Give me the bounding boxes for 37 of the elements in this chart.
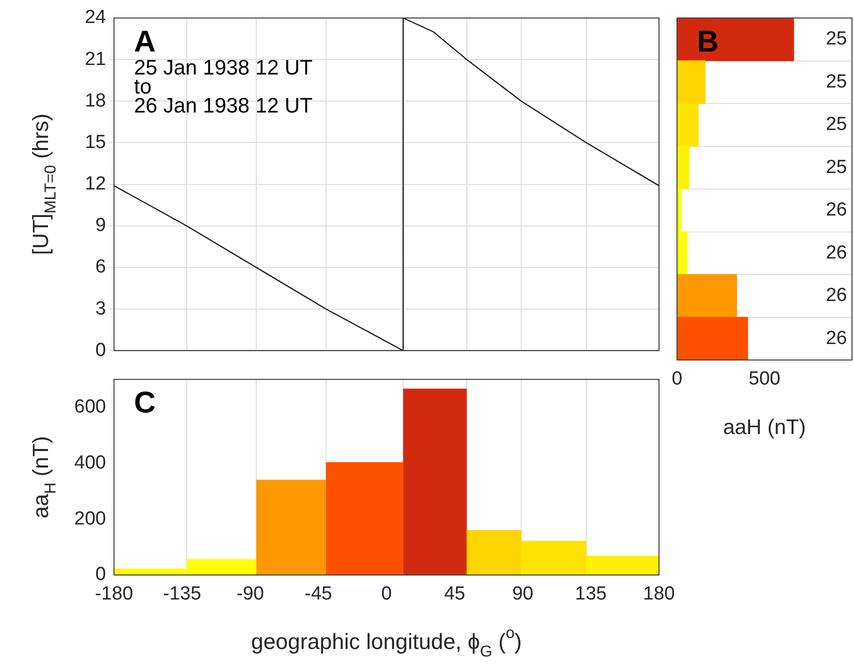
y-tick-label: 600 xyxy=(74,396,106,418)
y-tick-label: 200 xyxy=(74,508,106,530)
y-tick-label: 15 xyxy=(84,132,106,153)
y-tick-label: 26 xyxy=(826,285,847,306)
x-tick-label: 500 xyxy=(748,368,780,390)
y-tick-label: 0 xyxy=(95,340,106,361)
x-tick-label: -135 xyxy=(163,584,202,605)
x-tick-label: 45 xyxy=(444,584,466,605)
x-tick-label: -90 xyxy=(236,584,264,605)
y-tick-label: 25 xyxy=(826,156,847,178)
annotation: A xyxy=(134,25,156,58)
y-tick-label: 25 xyxy=(826,71,847,92)
y-tick-label: 400 xyxy=(74,452,106,474)
y-tick-label: 25 xyxy=(826,28,847,50)
annotation: B xyxy=(697,25,719,58)
y-tick-label: 3 xyxy=(95,298,106,320)
x-tick-label: 90 xyxy=(512,584,534,605)
y-tick-label: 26 xyxy=(826,200,847,221)
annotation: C xyxy=(134,386,156,420)
y-axis-title: [UT]MLT=0 (hrs) xyxy=(28,114,60,255)
y-tick-label: 12 xyxy=(84,174,106,195)
y-axis-title: aaH (nT) xyxy=(28,436,60,518)
x-tick-label: -45 xyxy=(304,584,332,605)
y-tick-label: 9 xyxy=(95,215,106,236)
x-tick-label: 180 xyxy=(643,584,675,605)
y-tick-label: 18 xyxy=(84,90,106,112)
x-axis-title: aaH (nT) xyxy=(723,416,806,440)
x-tick-label: 0 xyxy=(381,584,392,605)
y-tick-label: 6 xyxy=(95,256,106,278)
y-tick-label: 25 xyxy=(826,114,847,136)
y-tick-label: 26 xyxy=(826,328,847,349)
x-tick-label: 135 xyxy=(575,584,607,605)
y-tick-label: 0 xyxy=(95,564,106,586)
y-tick-label: 24 xyxy=(84,7,106,28)
y-tick-label: 26 xyxy=(826,242,847,264)
x-tick-label: -180 xyxy=(94,584,134,605)
y-tick-label: 21 xyxy=(84,48,106,70)
